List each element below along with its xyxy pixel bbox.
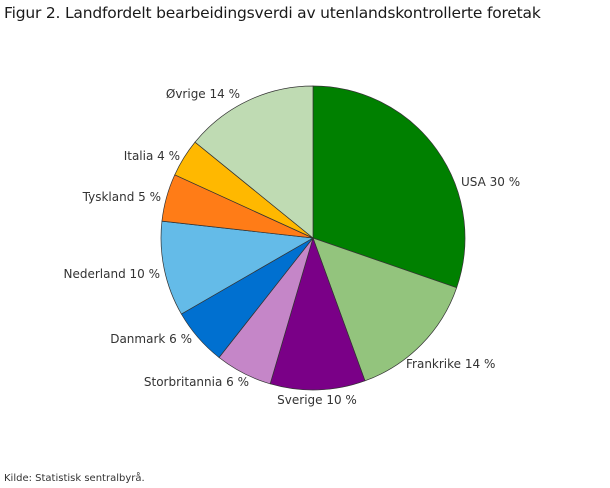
slice-label: Nederland 10 % xyxy=(63,267,160,281)
pie-slice-sverige xyxy=(269,236,366,391)
slice-label: Danmark 6 % xyxy=(110,332,192,346)
slice-label: Øvrige 14 % xyxy=(166,87,240,101)
slice-label: Frankrike 14 % xyxy=(406,357,495,371)
pie-slice--vrige xyxy=(194,85,314,239)
slice-label: Italia 4 % xyxy=(124,149,180,163)
source-note: Kilde: Statistisk sentralbyrå. xyxy=(4,473,145,484)
pie-slice-usa xyxy=(312,85,466,289)
chart-title: Figur 2. Landfordelt bearbeidingsverdi a… xyxy=(4,4,541,22)
pie-slice-nederland xyxy=(160,220,315,315)
slice-label: Sverige 10 % xyxy=(277,393,357,407)
pie-slice-frankrike xyxy=(312,237,458,382)
slice-label: Storbritannia 6 % xyxy=(144,375,249,389)
slice-label: Tyskland 5 % xyxy=(82,190,161,204)
pie-slices xyxy=(160,85,466,391)
slice-label: USA 30 % xyxy=(461,175,520,189)
pie-labels: USA 30 % Frankrike 14 % Sverige 10 % Storbr… xyxy=(63,87,520,407)
